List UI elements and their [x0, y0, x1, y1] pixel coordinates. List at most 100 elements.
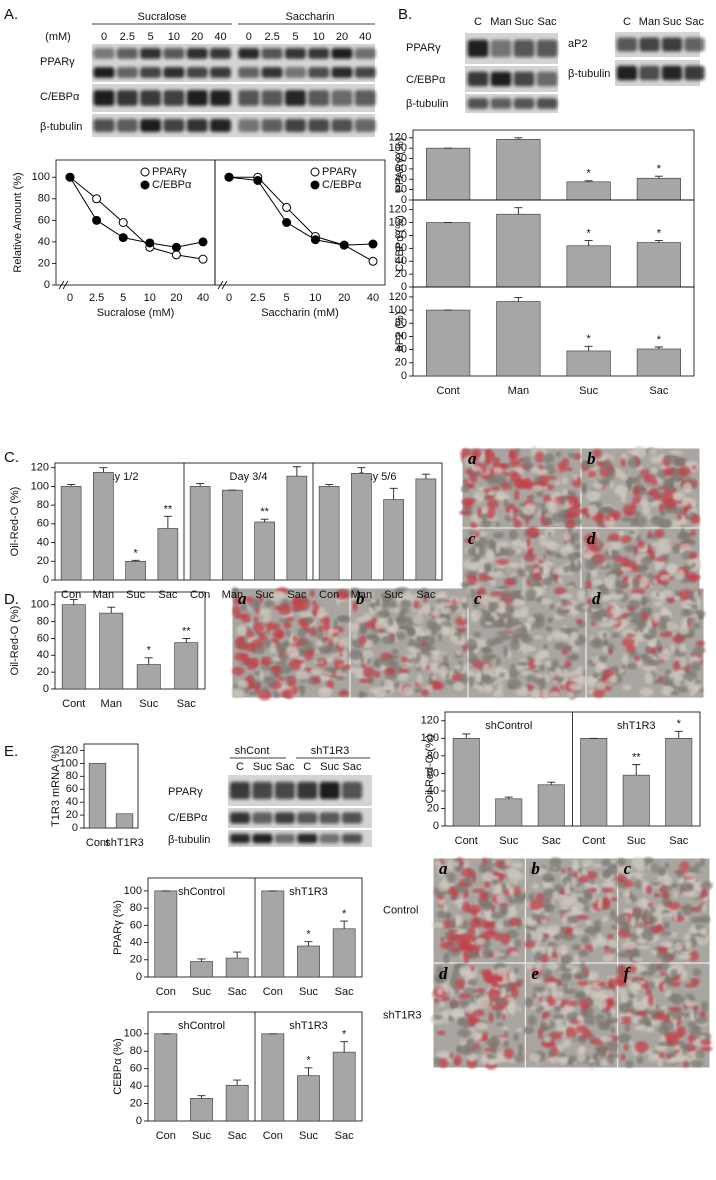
cell: [591, 569, 598, 578]
cell: [581, 483, 587, 493]
cell: [433, 1014, 442, 1020]
bar: [175, 643, 198, 689]
y-tick-label: 0: [72, 822, 78, 834]
cell: [478, 686, 483, 693]
cell: [329, 644, 339, 654]
cell: [456, 664, 461, 671]
cell: [579, 875, 589, 883]
blot-band: [491, 40, 512, 57]
cell: [505, 859, 512, 867]
x-tick-label: Con: [61, 589, 81, 601]
cell: [687, 617, 696, 623]
cell: [587, 505, 597, 517]
y-tick-label: 0: [43, 574, 49, 586]
cell: [547, 476, 556, 480]
cell: [487, 1055, 497, 1059]
cell: [549, 604, 554, 610]
cell: [602, 638, 608, 646]
x-tick-label: Suc: [627, 835, 646, 847]
y-tick-label: 20: [37, 666, 49, 678]
cell: [475, 1022, 489, 1030]
cell: [568, 453, 574, 458]
cell: [437, 1031, 446, 1036]
y-tick-label: 80: [66, 770, 78, 782]
y-tick-label: 120: [31, 462, 49, 474]
cell: [352, 633, 357, 640]
cell: [667, 508, 672, 514]
x-tick-label: 2.5: [250, 292, 265, 304]
cell: [417, 653, 421, 664]
cell: [643, 655, 654, 664]
y-tick-label: 20: [38, 257, 50, 269]
significance-mark: *: [147, 645, 152, 657]
cell: [504, 1048, 514, 1059]
blot-band: [187, 48, 208, 59]
cell: [660, 971, 667, 976]
cell: [675, 569, 685, 580]
cell: [461, 933, 471, 943]
cell: [665, 862, 669, 869]
cell: [654, 529, 664, 538]
x-tick-label: Man: [351, 589, 372, 601]
cell: [615, 588, 624, 595]
error-bar: [164, 516, 172, 528]
cell: [469, 926, 476, 937]
cell: [449, 1000, 458, 1008]
y-tick-label: 100: [124, 1028, 142, 1040]
cell: [349, 649, 363, 660]
blot-band: [210, 48, 231, 59]
cell: [620, 1054, 625, 1061]
cell: [422, 603, 430, 613]
y-tick-label: 60: [66, 783, 78, 795]
cell: [691, 907, 700, 913]
cell: [622, 941, 636, 950]
cell: [692, 465, 696, 470]
cell: [601, 882, 612, 887]
cell: [648, 981, 655, 989]
cell: [457, 882, 471, 886]
cell: [653, 1013, 666, 1019]
y-tick-label: 40: [37, 536, 49, 548]
cell: [693, 646, 706, 654]
cell: [550, 857, 562, 867]
cell: [700, 1046, 713, 1051]
cell: [259, 608, 272, 615]
cell: [592, 892, 596, 904]
cell: [633, 486, 640, 497]
cell: [285, 630, 290, 638]
cell: [551, 514, 564, 524]
cell: [565, 928, 572, 935]
cell: [600, 1036, 613, 1042]
cell: [700, 915, 710, 923]
cell: [521, 625, 526, 633]
cell: [602, 887, 614, 893]
cell: [543, 562, 554, 567]
cell: [528, 647, 536, 652]
cell: [647, 640, 655, 647]
cell: [543, 970, 547, 981]
cell: [461, 609, 465, 621]
cell: [663, 921, 669, 930]
blot-band: [94, 119, 115, 132]
cell: [577, 590, 585, 596]
error-bar: [585, 241, 593, 246]
cell: [431, 675, 436, 681]
cell: [527, 616, 536, 624]
significance-mark: *: [306, 929, 311, 941]
cell: [691, 1059, 704, 1067]
cell: [562, 477, 568, 484]
cell: [517, 568, 526, 577]
cell: [662, 885, 672, 891]
blot-row-label: aP2: [568, 38, 588, 50]
cell: [439, 666, 448, 677]
blot-band: [662, 66, 682, 81]
cell: [532, 485, 543, 492]
cell: [680, 970, 688, 980]
cell: [640, 687, 654, 696]
cell: [327, 656, 333, 663]
cell: [679, 883, 692, 892]
cell: [619, 1003, 629, 1013]
lane-label: Suc: [253, 761, 272, 773]
cell: [255, 607, 259, 614]
data-point: [225, 173, 233, 181]
